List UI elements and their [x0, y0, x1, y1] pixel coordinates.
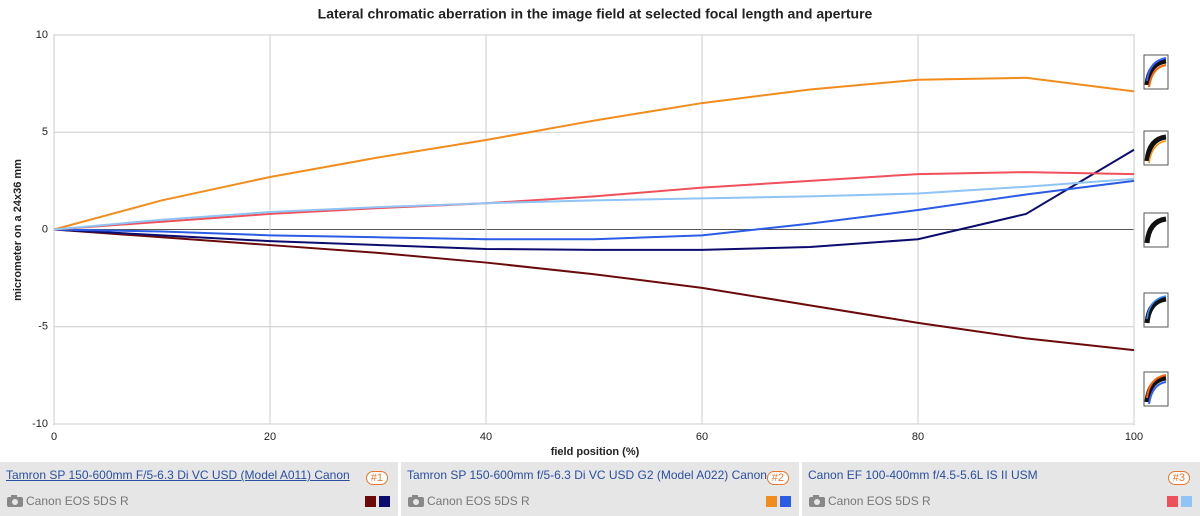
series-line	[53, 76, 1135, 231]
lens-name[interactable]: Tamron SP 150-600mm f/5-6.3 Di VC USD G2…	[407, 468, 767, 482]
camera-name: Canon EOS 5DS R	[427, 494, 530, 508]
camera-icon	[7, 495, 23, 507]
lens-badge: #3	[1167, 471, 1190, 485]
series-line	[53, 148, 1135, 251]
y-tick-label: 10	[36, 29, 48, 41]
camera-name: Canon EOS 5DS R	[26, 494, 129, 508]
series-line	[53, 179, 1135, 241]
y-tick-label: -5	[38, 321, 48, 333]
y-tick-label: -10	[32, 418, 48, 430]
lens-name[interactable]: Tamron SP 150-600mm F/5-6.3 Di VC USD (M…	[6, 468, 350, 482]
y-tick-label: 0	[42, 223, 48, 235]
x-tick-label: 100	[1125, 431, 1143, 443]
x-axis-label: field position (%)	[551, 446, 640, 458]
swatch	[780, 496, 791, 507]
lens-entry[interactable]: Canon EF 100-400mm f/4.5-5.6L IS II USM #…	[802, 462, 1200, 516]
lens-badge: #1	[365, 471, 388, 485]
swatches	[1167, 496, 1192, 507]
camera-icon	[408, 495, 424, 507]
chart: Lateral chromatic aberration in the imag…	[12, 6, 1169, 458]
aberration-icons	[1143, 54, 1169, 407]
series-line	[53, 171, 1135, 231]
y-axis-label: micrometer on a 24x36 mm	[12, 159, 24, 301]
swatch	[1181, 496, 1192, 507]
legend: Tamron SP 150-600mm F/5-6.3 Di VC USD (M…	[0, 462, 1200, 516]
lens-name[interactable]: Canon EF 100-400mm f/4.5-5.6L IS II USM	[808, 468, 1038, 482]
camera: Canon EOS 5DS R	[808, 494, 931, 508]
swatches	[365, 496, 390, 507]
swatch	[766, 496, 777, 507]
series-line	[53, 177, 1135, 231]
camera: Canon EOS 5DS R	[6, 494, 129, 508]
x-tick-label: 20	[264, 431, 276, 443]
swatch	[1167, 496, 1178, 507]
x-tick-label: 0	[51, 431, 57, 443]
x-tick-label: 80	[912, 431, 924, 443]
x-tick-label: 40	[480, 431, 492, 443]
camera-name: Canon EOS 5DS R	[828, 494, 931, 508]
swatch	[379, 496, 390, 507]
camera-icon	[809, 495, 825, 507]
y-tick-label: 5	[42, 126, 48, 138]
series-line	[53, 228, 1135, 352]
swatches	[766, 496, 791, 507]
x-tick-label: 60	[696, 431, 708, 443]
swatch	[365, 496, 376, 507]
camera: Canon EOS 5DS R	[407, 494, 530, 508]
lens-entry[interactable]: Tamron SP 150-600mm f/5-6.3 Di VC USD G2…	[401, 462, 799, 516]
chart-title: Lateral chromatic aberration in the imag…	[318, 6, 873, 22]
lens-entry[interactable]: Tamron SP 150-600mm F/5-6.3 Di VC USD (M…	[0, 462, 398, 516]
lens-badge: #2	[766, 471, 789, 485]
